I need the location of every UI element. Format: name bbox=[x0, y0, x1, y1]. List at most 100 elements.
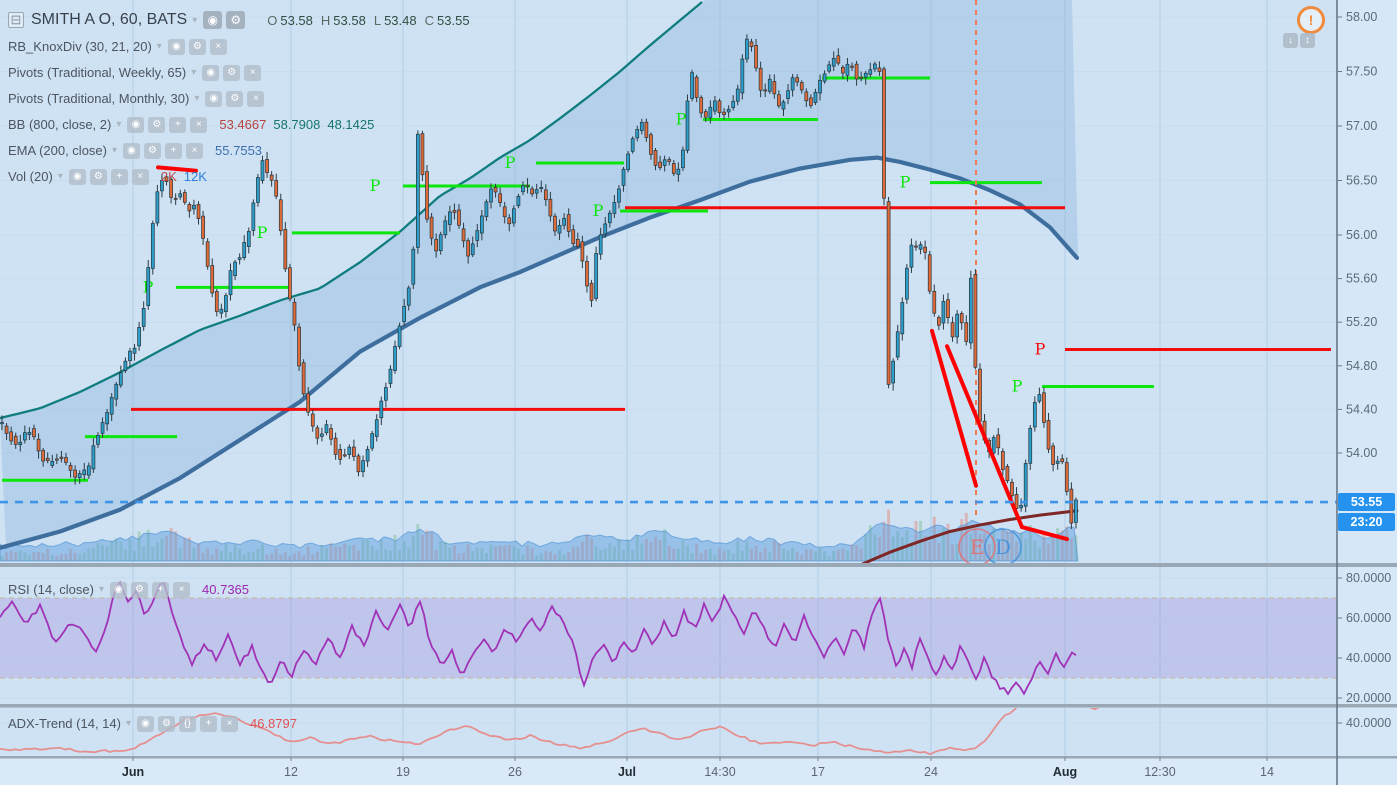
candle-body bbox=[530, 188, 534, 195]
indicator-label[interactable]: Vol (20) bbox=[8, 169, 53, 184]
chevron-down-icon[interactable]: ▾ bbox=[192, 14, 198, 26]
axis-tick-label: 56.50 bbox=[1346, 174, 1377, 188]
candle-body bbox=[388, 368, 393, 384]
symbol-title[interactable]: SMITH A O, 60, BATS bbox=[31, 11, 188, 28]
chevron-down-icon[interactable]: ▾ bbox=[98, 584, 105, 595]
gear-button[interactable]: ⚙ bbox=[223, 64, 241, 81]
axis-tick-label: 40.0000 bbox=[1346, 651, 1391, 665]
candle-body bbox=[562, 218, 566, 226]
candle-body bbox=[86, 465, 91, 476]
gear-button[interactable]: ⚙ bbox=[226, 11, 246, 29]
candle-body bbox=[475, 230, 480, 241]
candle-body bbox=[882, 68, 886, 199]
gear-button[interactable]: ⚙ bbox=[188, 38, 206, 55]
close-button[interactable]: × bbox=[209, 38, 227, 55]
close-button[interactable]: × bbox=[186, 142, 204, 159]
candle-body bbox=[1046, 420, 1051, 450]
ohlc-value: 53.48 bbox=[384, 12, 417, 28]
candle-body bbox=[457, 209, 461, 226]
ema200-line bbox=[0, 155, 1080, 550]
chevron-down-icon[interactable]: ▾ bbox=[116, 119, 122, 130]
candle-body bbox=[932, 290, 937, 314]
chevron-down-icon[interactable]: ▾ bbox=[156, 41, 162, 52]
candle-body bbox=[594, 253, 598, 299]
close-button[interactable]: × bbox=[173, 581, 191, 598]
indicator-value: 2K bbox=[160, 169, 177, 184]
axis-tick-label: 55.20 bbox=[1346, 315, 1377, 329]
axis-tick-label: 40.0000 bbox=[1346, 716, 1391, 730]
candle-body bbox=[900, 302, 905, 335]
candle-body bbox=[795, 77, 800, 83]
chevron-down-icon[interactable]: ▾ bbox=[112, 145, 118, 156]
candle-body bbox=[598, 234, 603, 255]
indicator-label[interactable]: Pivots (Traditional, Weekly, 65) bbox=[8, 65, 187, 80]
candle-body bbox=[420, 133, 425, 176]
candle-body bbox=[699, 97, 704, 114]
alert-icon[interactable]: ! bbox=[1297, 6, 1325, 34]
eye-button[interactable]: ◉ bbox=[167, 38, 185, 55]
candle-body bbox=[758, 67, 763, 91]
candle-body bbox=[406, 287, 411, 306]
eye-button[interactable]: ◉ bbox=[123, 142, 141, 159]
chevron-down-icon[interactable]: ▾ bbox=[191, 67, 197, 78]
plus-button[interactable]: + bbox=[169, 116, 187, 133]
plus-button[interactable]: + bbox=[199, 715, 217, 732]
close-button[interactable]: × bbox=[244, 64, 262, 81]
eye-button[interactable]: ◉ bbox=[203, 11, 223, 29]
plus-button[interactable]: + bbox=[165, 142, 183, 159]
time-tick-label: 17 bbox=[811, 765, 825, 779]
candle-body bbox=[580, 241, 585, 262]
indicator-label[interactable]: EMA (200, close) bbox=[8, 143, 107, 158]
candle-body bbox=[242, 242, 247, 258]
braces-button[interactable]: {} bbox=[178, 715, 196, 732]
adx-line bbox=[0, 708, 1100, 755]
eye-button[interactable]: ◉ bbox=[136, 715, 154, 732]
rsi-label[interactable]: RSI (14, close) bbox=[8, 582, 94, 597]
candle-body bbox=[73, 469, 77, 478]
pane-separator bbox=[0, 563, 1397, 567]
chevron-down-icon[interactable]: ▾ bbox=[125, 718, 131, 729]
eye-button[interactable]: ◉ bbox=[202, 64, 220, 81]
eye-button[interactable]: ◉ bbox=[127, 116, 145, 133]
candle-body bbox=[393, 345, 397, 371]
scroll-down-icon[interactable]: ↓ bbox=[1283, 33, 1298, 48]
plus-button[interactable]: + bbox=[152, 581, 170, 598]
candle-body bbox=[297, 326, 301, 367]
axis-tick-label: 80.0000 bbox=[1346, 571, 1391, 585]
candle-body bbox=[1014, 494, 1019, 509]
chevron-down-icon[interactable]: ▾ bbox=[57, 171, 63, 182]
rsi-value: 40.7365 bbox=[202, 582, 250, 597]
candle-body bbox=[169, 179, 173, 198]
chevron-down-icon[interactable]: ▾ bbox=[194, 93, 200, 104]
candle-body bbox=[731, 100, 736, 109]
scroll-reset-icon[interactable]: ↕ bbox=[1300, 33, 1315, 48]
eye-button[interactable]: ◉ bbox=[68, 168, 86, 185]
gear-button[interactable]: ⚙ bbox=[131, 581, 149, 598]
rsi-band bbox=[0, 598, 1337, 678]
ohlc-value: 53.58 bbox=[333, 12, 366, 28]
eye-button[interactable]: ◉ bbox=[110, 581, 128, 598]
adx-label[interactable]: ADX-Trend (14, 14) bbox=[8, 716, 121, 731]
collapse-icon[interactable]: ⊟ bbox=[8, 12, 24, 28]
plus-button[interactable]: + bbox=[110, 168, 128, 185]
gear-button[interactable]: ⚙ bbox=[226, 90, 244, 107]
close-button[interactable]: × bbox=[220, 715, 238, 732]
close-button[interactable]: × bbox=[190, 116, 208, 133]
eye-button[interactable]: ◉ bbox=[205, 90, 223, 107]
candle-body bbox=[662, 159, 667, 166]
indicator-label[interactable]: BB (800, close, 2) bbox=[8, 117, 112, 132]
candle-body bbox=[991, 437, 996, 454]
indicator-label[interactable]: RB_KnoxDiv (30, 21, 20) bbox=[8, 39, 152, 54]
candle-body bbox=[1074, 499, 1078, 523]
candle-body bbox=[831, 58, 836, 67]
close-button[interactable]: × bbox=[247, 90, 265, 107]
close-button[interactable]: × bbox=[131, 168, 149, 185]
indicator-label[interactable]: Pivots (Traditional, Monthly, 30) bbox=[8, 91, 190, 106]
time-tick-label: 14 bbox=[1260, 765, 1274, 779]
gear-button[interactable]: ⚙ bbox=[144, 142, 162, 159]
gear-button[interactable]: ⚙ bbox=[148, 116, 166, 133]
candle-body bbox=[160, 180, 164, 192]
gear-button[interactable]: ⚙ bbox=[89, 168, 107, 185]
gear-button[interactable]: ⚙ bbox=[157, 715, 175, 732]
